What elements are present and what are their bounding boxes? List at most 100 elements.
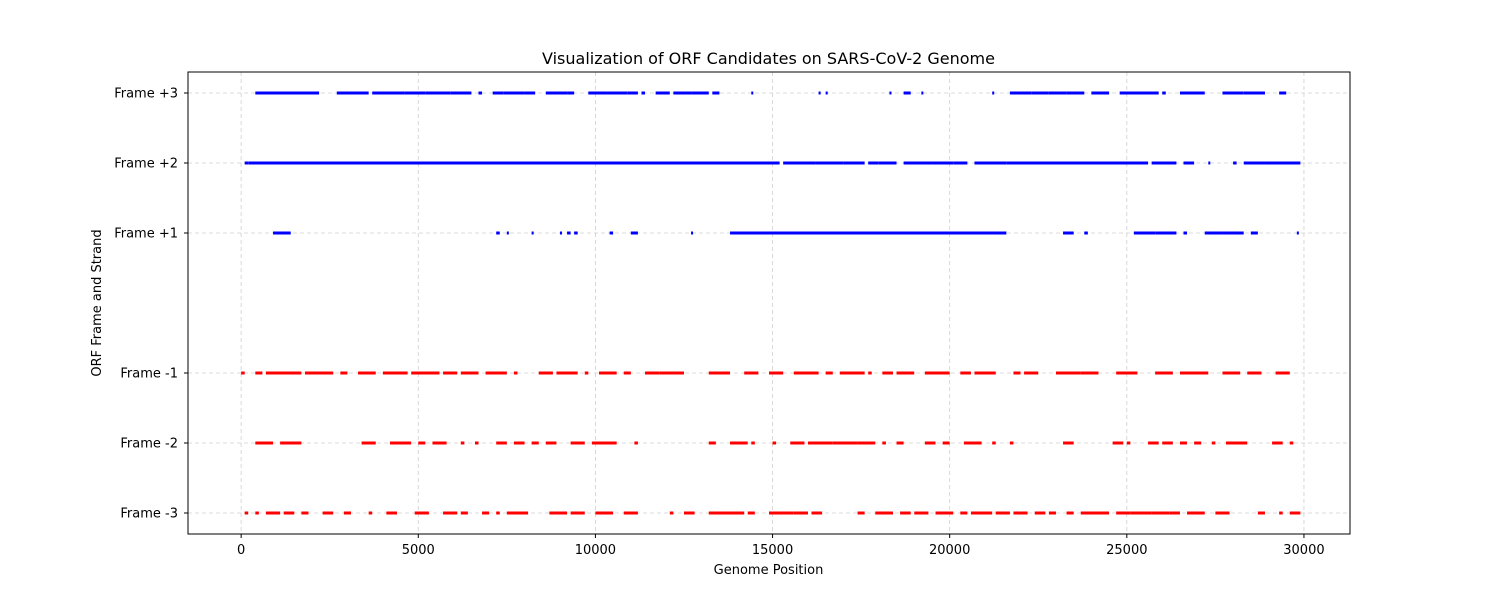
orf-segment (301, 511, 309, 515)
orf-segment (255, 511, 259, 515)
orf-segment (584, 371, 589, 375)
orf-segment (659, 371, 684, 375)
orf-segment (460, 441, 465, 445)
orf-segment (265, 511, 281, 515)
y-tick-label: Frame +2 (114, 157, 178, 172)
frame-series (255, 441, 1294, 445)
orf-segment (1204, 231, 1223, 235)
orf-segment (832, 441, 858, 445)
orf-segment (627, 91, 638, 95)
orf-segment (598, 371, 617, 375)
orf-segment (559, 231, 562, 235)
orf-segment (358, 371, 376, 375)
orf-segment (1151, 511, 1170, 515)
orf-segment (1048, 511, 1056, 515)
orf-segment (1063, 231, 1074, 235)
orf-segment (1031, 91, 1049, 95)
orf-segment (924, 371, 950, 375)
orf-segment (1024, 371, 1039, 375)
orf-segment (244, 511, 249, 515)
orf-segment (322, 511, 334, 515)
orf-segment (248, 161, 727, 165)
orf-segment (914, 511, 929, 515)
x-tick-label: 15000 (752, 543, 793, 558)
orf-segment (882, 441, 886, 445)
orf-segment (1296, 231, 1299, 235)
y-tick-label: Frame +3 (114, 87, 178, 102)
orf-segment (1013, 371, 1021, 375)
orf-segment (361, 441, 376, 445)
orf-segment (1063, 441, 1074, 445)
orf-segment (942, 441, 950, 445)
orf-segment (606, 91, 628, 95)
orf-segment (691, 91, 709, 95)
y-tick-label: Frame -3 (120, 507, 178, 522)
orf-segment (1250, 231, 1258, 235)
orf-segment (903, 91, 911, 95)
orf-segment (1222, 371, 1241, 375)
y-tick-label: Frame +1 (114, 227, 178, 242)
orf-segment (538, 371, 553, 375)
orf-segment (793, 511, 808, 515)
orf-segment (492, 91, 504, 95)
x-tick-label: 0 (237, 543, 245, 558)
orf-segment (1080, 511, 1110, 515)
orf-segment (963, 441, 982, 445)
orf-segment (1222, 91, 1244, 95)
orf-segment (960, 371, 971, 375)
orf-segment (645, 371, 660, 375)
orf-segment (708, 511, 731, 515)
orf-segment (1148, 441, 1159, 445)
orf-segment (1215, 511, 1230, 515)
orf-segment (460, 371, 479, 375)
orf-segment (623, 511, 638, 515)
orf-segment (255, 371, 263, 375)
orf-segment (1155, 231, 1177, 235)
orf-segment (1130, 511, 1152, 515)
orf-segment (1233, 161, 1237, 165)
orf-segment (1208, 161, 1211, 165)
x-tick-label: 10000 (575, 543, 616, 558)
orf-segment (903, 161, 932, 165)
orf-segment (790, 441, 805, 445)
orf-segment (1211, 441, 1216, 445)
orf-segment (769, 511, 794, 515)
orf-segment (255, 441, 274, 445)
orf-segment (931, 161, 954, 165)
orf-segment (432, 441, 447, 445)
orf-segment (630, 231, 638, 235)
orf-segment (669, 511, 674, 515)
orf-segment (889, 91, 892, 95)
orf-segment (506, 231, 509, 235)
orf-segment (1133, 231, 1156, 235)
orf-segment (1126, 441, 1131, 445)
orf-segment (641, 91, 646, 95)
orf-segment (425, 91, 451, 95)
orf-segment (556, 371, 578, 375)
orf-segment (1179, 441, 1188, 445)
orf-segment (265, 371, 302, 375)
orf-segment (730, 441, 748, 445)
orf-segment (811, 511, 823, 515)
orf-segment (460, 511, 468, 515)
plot-frame (187, 71, 1351, 535)
x-tick-label: 25000 (1106, 543, 1147, 558)
orf-segment (1055, 371, 1081, 375)
orf-segment (414, 511, 429, 515)
orf-segment (1179, 371, 1209, 375)
orf-segment (336, 91, 369, 95)
orf-segment (747, 511, 755, 515)
orf-segment (503, 91, 525, 95)
orf-segment (340, 371, 348, 375)
orf-segment (343, 511, 351, 515)
grid-lines (188, 72, 1350, 534)
orf-segment (1151, 161, 1177, 165)
orf-segment (513, 441, 525, 445)
orf-segment (1226, 441, 1248, 445)
orf-segment (769, 371, 784, 375)
orf-segment (974, 371, 996, 375)
orf-segment (623, 371, 631, 375)
frame-series (241, 371, 1290, 375)
orf-segment (1243, 91, 1265, 95)
